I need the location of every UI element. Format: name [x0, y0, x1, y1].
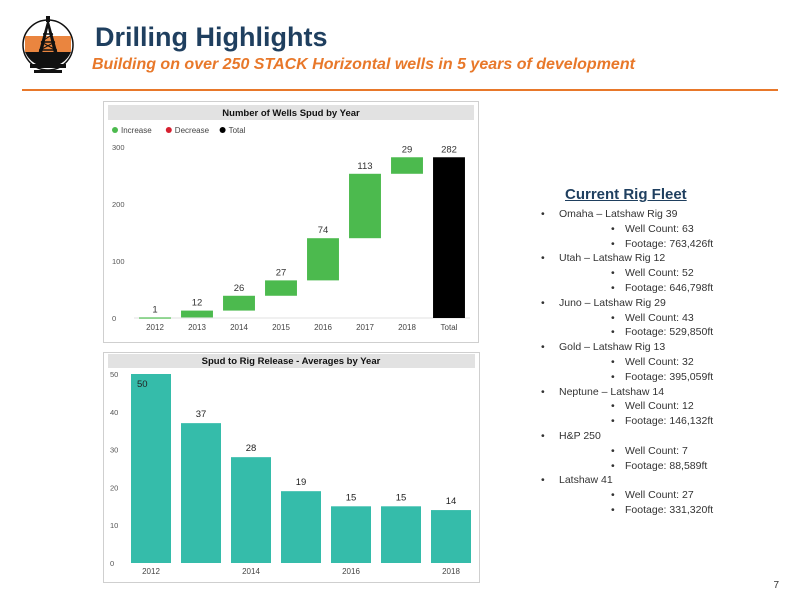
- rig-detail: Footage: 763,426ft: [559, 237, 772, 252]
- rig-detail: Well Count: 32: [559, 355, 772, 370]
- rig-item: H&P 250 Well Count: 7 Footage: 88,589ft: [532, 429, 772, 473]
- chart-bar: [223, 295, 255, 311]
- y-tick-label: 50: [110, 370, 118, 379]
- x-tick-label: 2013: [188, 323, 206, 332]
- legend-marker: [165, 127, 172, 133]
- chart-title: Spud to Rig Release - Averages by Year: [202, 356, 381, 367]
- data-label: 15: [396, 492, 407, 503]
- chart-bar: [431, 510, 471, 563]
- legend-label: Total: [229, 126, 246, 135]
- rig-item: Latshaw 41 Well Count: 27 Footage: 331,3…: [532, 473, 772, 517]
- data-label: 74: [318, 225, 329, 236]
- chart-bar: [433, 157, 465, 318]
- rig-detail: Well Count: 12: [559, 399, 772, 414]
- y-tick-label: 100: [112, 257, 125, 266]
- rig-detail: Footage: 88,589ft: [559, 459, 772, 474]
- chart-bar: [265, 280, 297, 296]
- wells-spud-chart-panel: Number of Wells Spud by Year Increase Dec…: [103, 101, 479, 343]
- rig-detail: Footage: 529,850ft: [559, 325, 772, 340]
- page-subtitle: Building on over 250 STACK Horizontal we…: [92, 56, 635, 73]
- data-label: 50: [137, 379, 148, 390]
- y-tick-label: 30: [110, 446, 118, 455]
- rig-item: Juno – Latshaw Rig 29 Well Count: 43 Foo…: [532, 296, 772, 340]
- legend-label: Decrease: [175, 126, 210, 135]
- data-label: 15: [346, 492, 357, 503]
- wells-spud-chart: Number of Wells Spud by Year Increase Dec…: [108, 105, 474, 332]
- data-label: 28: [246, 443, 257, 454]
- rig-item: Gold – Latshaw Rig 13 Well Count: 32 Foo…: [532, 340, 772, 384]
- data-label: 37: [196, 409, 207, 420]
- chart-bar: [181, 310, 213, 318]
- x-tick-label: 2017: [356, 323, 374, 332]
- y-tick-label: 0: [112, 314, 116, 323]
- rig-item: Omaha – Latshaw Rig 39 Well Count: 63 Fo…: [532, 207, 772, 251]
- data-label: 29: [402, 144, 413, 155]
- page-number: 7: [773, 580, 779, 591]
- rig-detail: Footage: 646,798ft: [559, 281, 772, 296]
- x-tick-label: 2016: [342, 567, 360, 576]
- chart-bar: [349, 173, 381, 239]
- y-tick-label: 200: [112, 200, 125, 209]
- rig-name: Neptune – Latshaw 14: [559, 385, 665, 398]
- data-label: 12: [192, 298, 203, 309]
- rig-name: Gold – Latshaw Rig 13: [559, 341, 666, 354]
- data-label: 26: [234, 283, 245, 294]
- rig-name: Latshaw 41: [559, 474, 613, 487]
- chart-bar: [139, 317, 171, 319]
- chart-bar: [231, 457, 271, 563]
- chart-bar: [391, 157, 423, 174]
- legend-marker: [219, 127, 226, 133]
- rig-detail: Well Count: 63: [559, 222, 772, 237]
- rig-name: Omaha – Latshaw Rig 39: [559, 208, 678, 220]
- header-divider: [22, 89, 778, 91]
- legend-marker: [112, 127, 118, 133]
- data-label: 27: [276, 267, 287, 278]
- rig-fleet-heading: Current Rig Fleet: [565, 186, 687, 203]
- spud-release-chart-panel: Spud to Rig Release - Averages by Year 0…: [103, 352, 480, 583]
- data-label: 14: [446, 496, 457, 507]
- data-label: 19: [296, 477, 307, 488]
- company-logo: [22, 16, 74, 73]
- x-tick-label: 2015: [272, 323, 290, 332]
- x-tick-label: 2014: [230, 323, 248, 332]
- chart-bar: [131, 374, 171, 563]
- rig-detail: Footage: 331,320ft: [559, 503, 772, 518]
- x-tick-label: 2012: [142, 567, 160, 576]
- x-tick-label: 2018: [398, 323, 416, 332]
- rig-detail: Well Count: 43: [559, 311, 772, 326]
- rig-name: H&P 250: [559, 429, 601, 442]
- chart-bar: [181, 423, 221, 563]
- legend-label: Increase: [121, 126, 152, 135]
- y-tick-label: 10: [110, 521, 118, 530]
- chart-bar: [381, 506, 421, 563]
- x-tick-label: 2012: [146, 323, 164, 332]
- rig-detail: Well Count: 7: [559, 444, 772, 459]
- rig-name: Utah – Latshaw Rig 12: [559, 252, 666, 265]
- rig-item: Utah – Latshaw Rig 12 Well Count: 52 Foo…: [532, 251, 772, 295]
- data-label: 1: [152, 304, 157, 315]
- rig-fleet: Current Rig Fleet Omaha – Latshaw Rig 39…: [532, 186, 772, 518]
- rig-detail: Footage: 146,132ft: [559, 414, 772, 429]
- x-tick-label: Total: [441, 323, 458, 332]
- rig-detail: Well Count: 27: [559, 488, 772, 503]
- x-tick-label: 2016: [314, 323, 332, 332]
- chart-bar: [307, 238, 339, 281]
- spud-release-chart: Spud to Rig Release - Averages by Year 0…: [108, 354, 475, 576]
- x-tick-label: 2018: [442, 567, 460, 576]
- chart-bar: [331, 506, 371, 563]
- y-tick-label: 40: [110, 408, 118, 417]
- y-tick-label: 0: [110, 559, 114, 568]
- data-label: 282: [441, 144, 457, 155]
- rig-item: Neptune – Latshaw 14 Well Count: 12 Foot…: [532, 385, 772, 429]
- y-tick-label: 300: [112, 143, 125, 152]
- data-label: 113: [357, 161, 372, 172]
- y-tick-label: 20: [110, 483, 118, 492]
- rig-detail: Footage: 395,059ft: [559, 370, 772, 385]
- page-title: Drilling Highlights: [95, 22, 328, 52]
- chart-bar: [281, 491, 321, 563]
- chart-title: Number of Wells Spud by Year: [222, 108, 360, 119]
- rig-detail: Well Count: 52: [559, 266, 772, 281]
- rig-name: Juno – Latshaw Rig 29: [559, 296, 666, 309]
- x-tick-label: 2014: [242, 567, 260, 576]
